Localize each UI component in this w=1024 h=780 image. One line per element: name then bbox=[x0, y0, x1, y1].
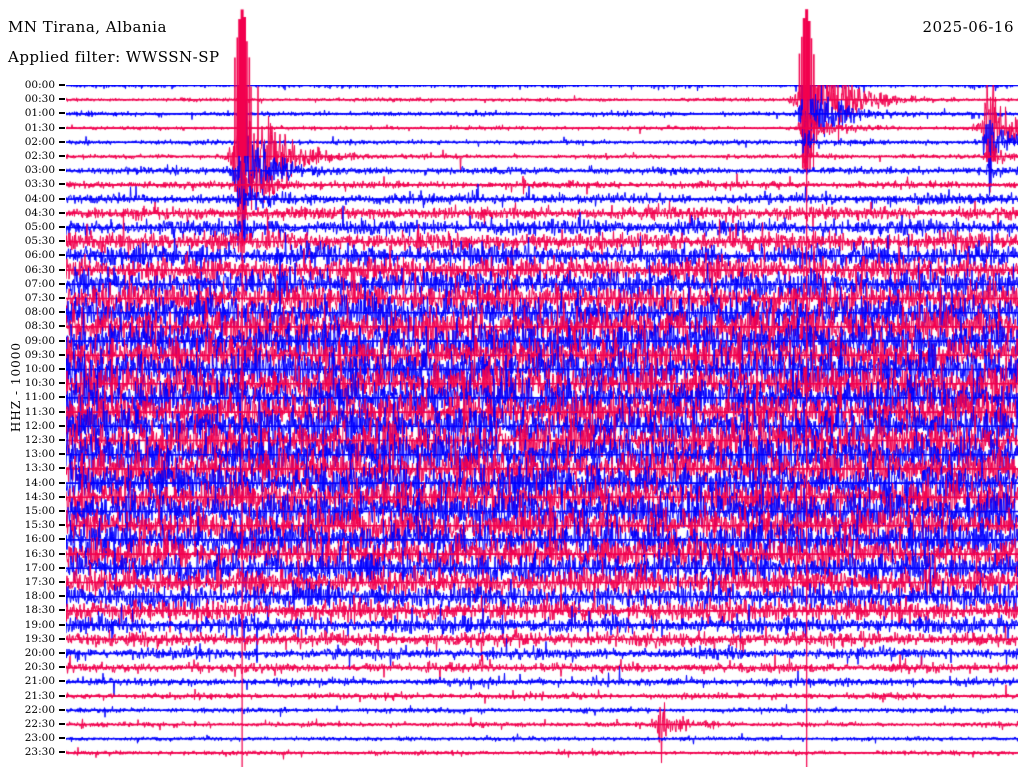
time-tick-mark bbox=[59, 510, 65, 512]
time-tick-mark bbox=[59, 282, 65, 285]
time-tick-mark bbox=[59, 339, 65, 342]
time-tick-mark bbox=[59, 481, 65, 484]
time-tick-mark bbox=[59, 723, 65, 725]
time-tick-mark bbox=[59, 708, 65, 711]
time-tick-mark bbox=[59, 637, 65, 640]
time-tick-mark bbox=[59, 368, 65, 370]
time-tick-mark bbox=[59, 666, 65, 669]
time-tick-mark bbox=[59, 595, 65, 598]
time-tick-mark bbox=[59, 382, 65, 385]
time-tick-mark bbox=[59, 84, 65, 86]
time-tick-mark bbox=[59, 609, 65, 612]
time-tick-mark bbox=[59, 112, 65, 115]
time-tick-mark bbox=[59, 197, 65, 200]
time-tick-mark bbox=[59, 439, 65, 441]
time-tick-mark bbox=[59, 311, 65, 314]
time-tick-mark bbox=[59, 240, 65, 243]
time-tick-mark bbox=[59, 126, 65, 129]
seismogram-plot-area bbox=[66, 85, 1018, 767]
time-tick-mark bbox=[59, 410, 65, 413]
time-tick-mark bbox=[59, 353, 65, 356]
time-tick-mark bbox=[59, 467, 65, 470]
time-tick-mark bbox=[59, 268, 65, 271]
time-tick-mark bbox=[59, 538, 65, 541]
time-tick-mark bbox=[59, 751, 65, 754]
time-tick-mark bbox=[59, 566, 65, 569]
time-tick-mark bbox=[59, 581, 65, 583]
applied-filter-label: Applied filter: WWSSN-SP bbox=[8, 48, 220, 66]
time-tick-mark bbox=[59, 652, 65, 654]
time-tick-mark bbox=[59, 226, 65, 228]
time-tick-mark bbox=[59, 453, 65, 456]
time-tick-mark bbox=[59, 297, 65, 299]
time-tick-mark bbox=[59, 524, 65, 527]
time-tick-mark bbox=[59, 737, 65, 740]
y-axis-label: HHZ - 10000 bbox=[9, 341, 23, 433]
time-tick-mark bbox=[59, 424, 65, 427]
time-tick-mark bbox=[59, 694, 65, 697]
time-tick-mark bbox=[59, 396, 65, 399]
time-tick-mark bbox=[59, 140, 65, 143]
time-tick-mark bbox=[59, 623, 65, 626]
time-tick-mark bbox=[59, 98, 65, 101]
y-axis-label-container: HHZ - 10000 bbox=[0, 0, 23, 780]
record-date: 2025-06-16 bbox=[922, 18, 1014, 36]
time-tick-mark bbox=[59, 495, 65, 498]
seismogram-traces-canvas bbox=[66, 85, 1018, 767]
station-title: MN Tirana, Albania bbox=[8, 18, 167, 36]
time-tick-mark bbox=[59, 552, 65, 555]
time-tick-mark bbox=[59, 211, 65, 214]
time-tick-mark bbox=[59, 155, 65, 157]
time-tick-mark bbox=[59, 325, 65, 328]
time-tick-mark bbox=[59, 254, 65, 257]
time-tick-mark bbox=[59, 183, 65, 186]
time-tick-mark bbox=[59, 680, 65, 683]
time-tick-mark bbox=[59, 169, 65, 172]
